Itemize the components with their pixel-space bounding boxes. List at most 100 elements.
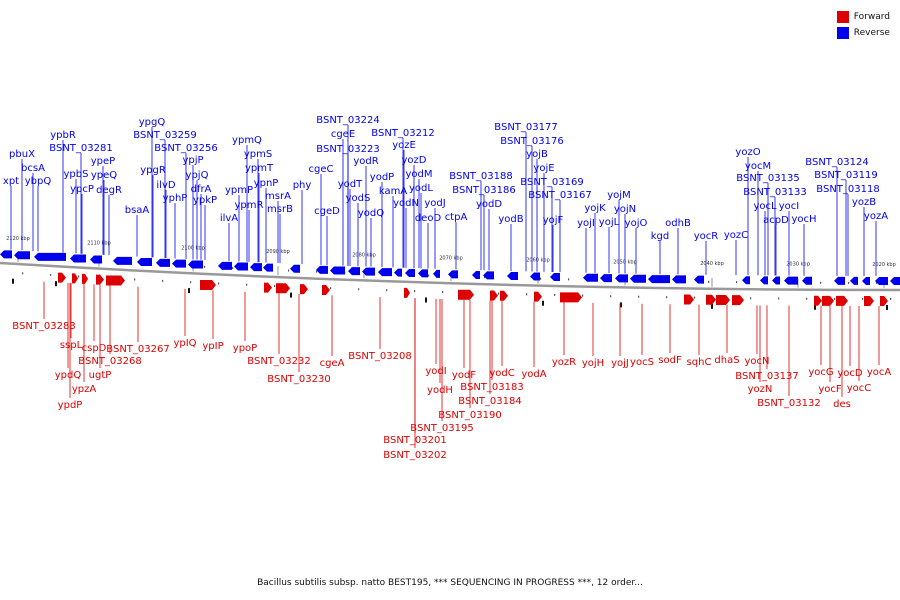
reverse-gene-label: BSNT_03223 xyxy=(316,144,379,155)
reverse-gene-arrow xyxy=(250,263,262,272)
forward-gene-label: BSNT_03230 xyxy=(267,374,330,385)
reverse-gene-label: ypgR xyxy=(140,165,166,176)
reverse-gene-label: cgeE xyxy=(331,129,355,140)
reverse-gene-arrow xyxy=(802,276,812,285)
reverse-gene-label: bcsA xyxy=(21,163,45,174)
forward-gene-label: BSNT_03137 xyxy=(735,371,798,382)
reverse-gene-arrow xyxy=(648,275,670,284)
reverse-gene-arrow xyxy=(34,252,66,261)
forward-gene-label: cspD xyxy=(82,343,107,354)
forward-gene-arrow xyxy=(404,287,410,298)
reverse-gene-label: ilvA xyxy=(220,213,238,224)
tick-label: 2020 kbp xyxy=(872,262,896,268)
reverse-gene-label: yozC xyxy=(724,230,748,241)
reverse-gene-label: ypnP xyxy=(254,178,279,189)
reverse-gene-label: yodQ xyxy=(358,208,384,219)
forward-gene-label: BSNT_03268 xyxy=(78,356,141,367)
reverse-gene-label: ypjQ xyxy=(186,170,209,181)
reverse-gene-label: yozD xyxy=(402,155,427,166)
forward-gene-arrow xyxy=(500,290,508,301)
forward-gene-label: BSNT_03184 xyxy=(458,396,521,407)
forward-gene-label: ypoP xyxy=(233,343,257,354)
forward-gene-label: BSNT_03267 xyxy=(106,344,169,355)
reverse-gene-arrow xyxy=(760,276,768,285)
reverse-gene-label: cgeD xyxy=(314,206,340,217)
minor-tick xyxy=(288,269,290,272)
reverse-gene-label: msrA xyxy=(265,191,291,202)
reverse-gene-label: ilvD xyxy=(156,180,175,191)
forward-gene-label: yodC xyxy=(489,368,514,379)
reverse-gene-label: BSNT_03119 xyxy=(814,170,877,181)
reverse-gene-label: BSNT_03186 xyxy=(452,185,515,196)
minor-tick xyxy=(78,275,80,278)
forward-gene-arrow xyxy=(880,295,888,306)
minor-tick xyxy=(666,296,668,299)
forward-gene-arrow xyxy=(106,275,125,286)
tick-label: 2120 kbp xyxy=(6,236,30,242)
legend-reverse-label: Reverse xyxy=(853,28,890,38)
reverse-gene-arrow xyxy=(172,259,186,268)
reverse-gene-arrow xyxy=(90,255,102,264)
reverse-gene-arrow xyxy=(583,273,598,282)
forward-gene-arrow xyxy=(732,295,744,306)
forward-gene-arrow xyxy=(82,273,88,284)
reverse-gene-label: yodB xyxy=(498,214,523,225)
forward-gene-label: yocA xyxy=(867,367,892,378)
reverse-gene-label: ypcP xyxy=(70,184,94,195)
minor-tick xyxy=(274,284,276,287)
reverse-gene-label: yodJ xyxy=(424,198,445,209)
interval-mark xyxy=(188,288,190,294)
reverse-gene-label: yojI xyxy=(577,218,595,229)
reverse-gene-arrow xyxy=(156,258,170,267)
reverse-gene-label: phy xyxy=(293,180,312,191)
legend: Forward Reverse xyxy=(836,9,890,41)
legend-reverse: Reverse xyxy=(836,25,890,41)
forward-gene-arrow xyxy=(560,292,582,303)
reverse-gene-label: xpt xyxy=(3,176,19,187)
legend-forward: Forward xyxy=(836,9,890,25)
reverse-gene-arrow xyxy=(70,254,86,263)
forward-gene-label: sqhC xyxy=(687,357,712,368)
interval-mark xyxy=(425,297,427,303)
tick-label: 2040 kbp xyxy=(700,261,724,267)
forward-gene-arrow xyxy=(58,272,66,283)
reverse-gene-label: BSNT_03281 xyxy=(49,143,112,154)
reverse-gene-label: BSNT_03224 xyxy=(316,115,379,126)
minor-tick xyxy=(316,270,318,273)
forward-gene-arrow xyxy=(264,282,272,293)
reverse-gene-label: yojL xyxy=(599,217,620,228)
chromosome-backbone xyxy=(0,261,900,292)
reverse-gene-label: odhB xyxy=(665,218,691,229)
minor-tick xyxy=(218,282,220,285)
reverse-gene-label: ypbR xyxy=(50,130,76,141)
forward-gene-label: des xyxy=(833,399,851,410)
reverse-gene-arrow xyxy=(405,268,415,277)
forward-gene-label: yocS xyxy=(630,357,654,368)
reverse-gene-label: yojK xyxy=(584,203,606,214)
reverse-gene-label: yodT xyxy=(338,179,363,190)
reverse-gene-label: BSNT_03212 xyxy=(371,128,434,139)
reverse-gene-arrow xyxy=(394,268,402,277)
reverse-gene-arrow xyxy=(418,269,428,278)
reverse-gene-arrow xyxy=(362,267,375,276)
forward-gene-label: yocF xyxy=(818,384,842,395)
caption: Bacillus subtilis subsp. natto BEST195, … xyxy=(257,578,643,588)
reverse-gene-arrow xyxy=(784,276,798,285)
forward-gene-label: BSNT_03208 xyxy=(348,351,411,362)
forward-gene-arrow xyxy=(836,295,848,306)
reverse-gene-arrow xyxy=(348,267,360,276)
reverse-gene-label: msrB xyxy=(267,204,293,215)
reverse-gene-label: BSNT_03169 xyxy=(520,177,583,188)
forward-gene-label: BSNT_03190 xyxy=(438,410,501,421)
reverse-gene-arrow xyxy=(14,251,30,260)
reverse-labels: xpt pbuX bcsA ybpQ ypbR BSNT_03281 ypbS ypcP ype… xyxy=(3,115,888,242)
reverse-gene-label: ybpQ xyxy=(25,176,52,187)
forward-gene-label: BSNT_03132 xyxy=(757,398,820,409)
minor-tick xyxy=(428,274,430,277)
forward-gene-label: yocD xyxy=(837,368,863,379)
reverse-gene-label: ypmQ xyxy=(232,135,262,146)
reverse-gene-label: ypmT xyxy=(245,163,274,174)
forward-gene-label: yozR xyxy=(552,357,576,368)
reverse-gene-arrow xyxy=(772,276,780,285)
